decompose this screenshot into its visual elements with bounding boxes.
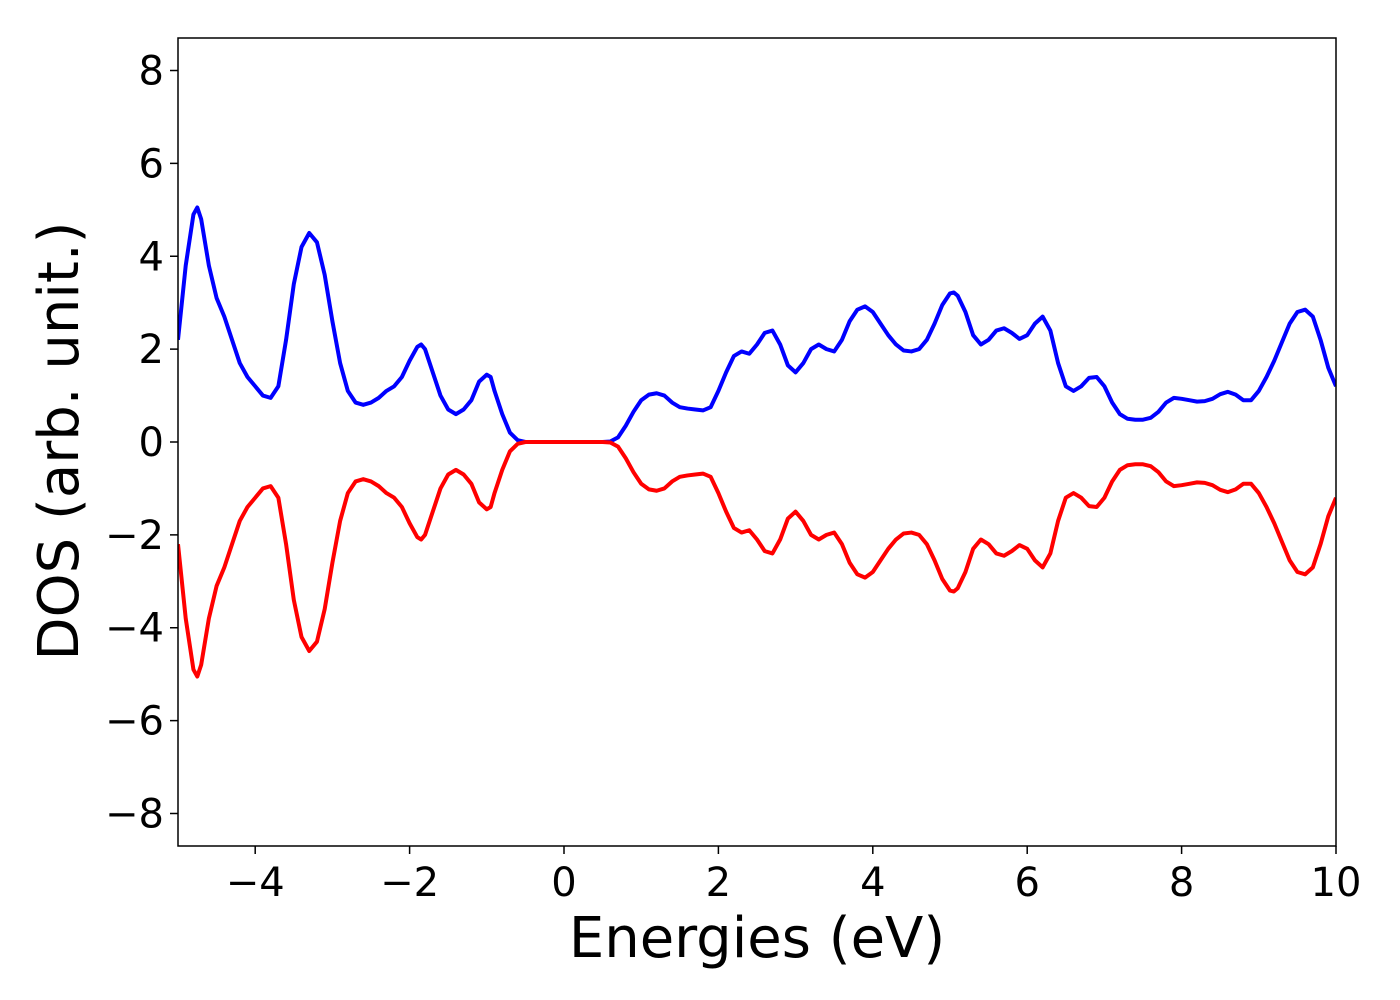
dos-line	[178, 205, 1336, 444]
x-tick-label: −2	[380, 860, 439, 906]
x-tick-label: 6	[1014, 860, 1039, 906]
y-tick-label: 2	[139, 327, 164, 373]
y-tick-label: −6	[105, 699, 164, 745]
y-tick-label: 6	[139, 141, 164, 187]
x-tick-label: −4	[226, 860, 285, 906]
x-tick-label: 10	[1311, 860, 1362, 906]
x-tick-label: 2	[706, 860, 731, 906]
y-tick-label: −2	[105, 513, 164, 559]
plot-frame	[177, 37, 1337, 847]
x-tick-label: 0	[551, 860, 576, 906]
x-axis-label: Energies (eV)	[569, 906, 945, 971]
x-tick-label: 8	[1169, 860, 1194, 906]
x-tick-label: 4	[860, 860, 885, 906]
y-tick-label: −8	[105, 791, 164, 837]
dos-line	[178, 440, 1336, 679]
y-tick-label: −4	[105, 606, 164, 652]
y-axis-label: DOS (arb. unit.)	[27, 221, 92, 660]
y-tick-label: 4	[139, 234, 164, 280]
y-tick-label: 0	[139, 420, 164, 466]
y-tick-label: 8	[139, 49, 164, 95]
